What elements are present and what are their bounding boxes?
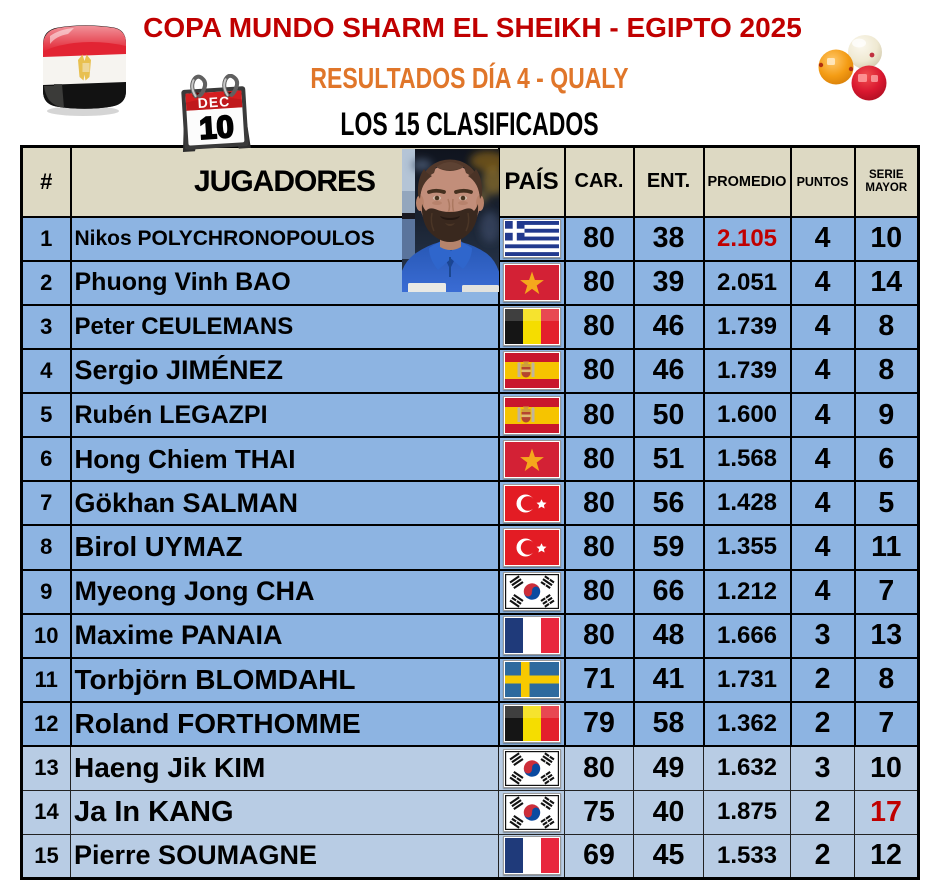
svg-text:DEC: DEC bbox=[197, 93, 230, 111]
svg-text:10: 10 bbox=[198, 109, 235, 146]
